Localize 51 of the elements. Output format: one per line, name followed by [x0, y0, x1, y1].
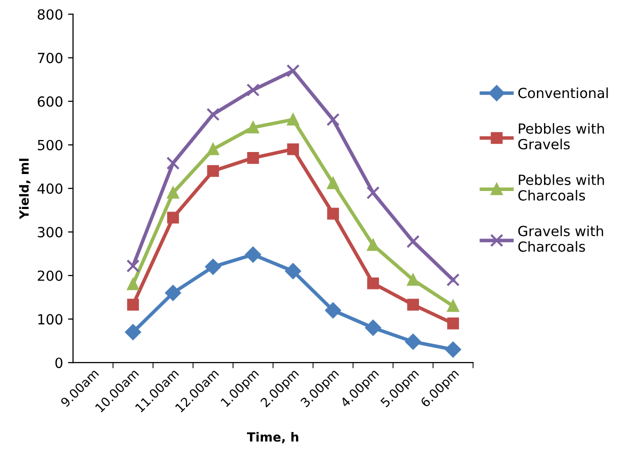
- y-tick-label: 0: [55, 358, 62, 368]
- point: [245, 246, 261, 263]
- legend-label: Gravels with Charcoals: [518, 226, 604, 252]
- point: [246, 83, 260, 97]
- point: [205, 258, 221, 275]
- point: [166, 156, 180, 170]
- point: [125, 324, 141, 340]
- point: [366, 186, 380, 200]
- point: [126, 259, 140, 273]
- point: [365, 320, 381, 336]
- point: [407, 274, 419, 286]
- point: [165, 285, 181, 301]
- point: [207, 165, 219, 177]
- y-axis-title: Yield, ml: [19, 158, 30, 220]
- point: [167, 212, 179, 224]
- y-tick-label: 500: [38, 140, 62, 150]
- y-tick-label: 300: [38, 226, 62, 238]
- y-tick-label: 100: [38, 314, 62, 325]
- point: [127, 278, 139, 290]
- y-tick-label: 800: [38, 9, 62, 20]
- point: [367, 239, 379, 251]
- point: [405, 334, 421, 350]
- point: [287, 114, 299, 126]
- point: [446, 273, 460, 286]
- point: [447, 300, 459, 312]
- point: [206, 108, 220, 121]
- point: [287, 143, 299, 156]
- point: [285, 263, 301, 280]
- point: [445, 342, 461, 358]
- point: [447, 318, 459, 330]
- y-tick-label: 600: [38, 96, 62, 107]
- point: [327, 177, 339, 190]
- point: [326, 113, 340, 126]
- point: [325, 302, 341, 318]
- legend-label: Pebbles with Charcoals: [518, 174, 604, 201]
- point: [247, 152, 259, 164]
- point: [327, 208, 339, 220]
- y-tick-label: 700: [38, 52, 62, 64]
- point: [407, 298, 419, 311]
- x-axis-title: Time, h: [246, 432, 298, 444]
- y-tick-label: 200: [38, 270, 62, 281]
- legend-label: Pebbles with Gravels: [518, 123, 604, 150]
- y-tick-label: 400: [37, 183, 62, 194]
- point: [127, 298, 139, 311]
- point: [286, 64, 300, 78]
- point: [167, 186, 179, 199]
- point: [367, 277, 379, 290]
- legend-label: Conventional: [518, 87, 608, 98]
- point: [406, 234, 420, 248]
- point: [247, 122, 259, 134]
- point: [207, 143, 219, 156]
